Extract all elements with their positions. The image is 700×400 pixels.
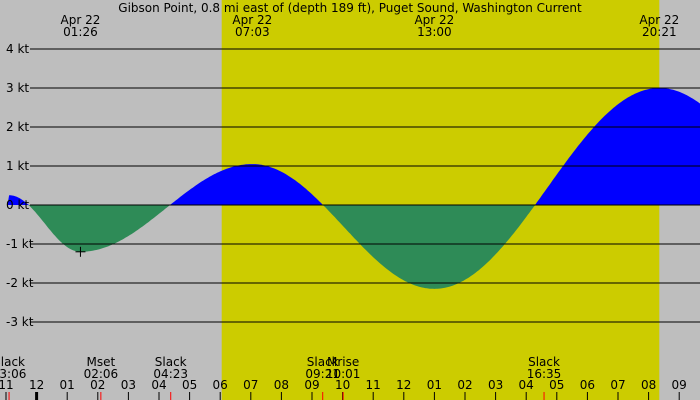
hour-tick-label: 05 [182, 378, 197, 392]
extreme-date-label: Apr 22 [414, 13, 454, 27]
grid-lines [30, 48, 700, 323]
hour-tick-label: 09 [672, 378, 687, 392]
event-name-label: Mrise [327, 355, 359, 369]
y-tick-label: 0 kt [6, 198, 29, 212]
extreme-date-label: Apr 22 [61, 13, 101, 27]
hour-tick-label: 02 [457, 378, 472, 392]
event-name-label: Slack [528, 355, 560, 369]
hour-tick-label: 01 [60, 378, 75, 392]
event-time-label: 04:23 [153, 367, 188, 381]
current-areas [0, 88, 700, 289]
hour-tick-label: 01 [427, 378, 442, 392]
hour-tick-label: 02 [90, 378, 105, 392]
hour-tick-label: 12 [29, 378, 44, 392]
y-tick-label: 3 kt [6, 81, 29, 95]
hour-tick-label: 11 [366, 378, 381, 392]
event-name-label: Mset [87, 355, 116, 369]
y-tick-label: -1 kt [6, 237, 34, 251]
hour-tick-label: 04 [519, 378, 534, 392]
hour-tick-label: 07 [610, 378, 625, 392]
hour-tick-label: 03 [488, 378, 503, 392]
hour-tick-label: 12 [396, 378, 411, 392]
event-time-label: 10:01 [326, 367, 361, 381]
y-tick-label: -3 kt [6, 315, 34, 329]
extreme-plus-marker [75, 246, 86, 257]
event-labels: Slack23:06Mset02:06Slack04:23Slack09:21M… [0, 355, 561, 381]
hour-tick-label: 06 [580, 378, 595, 392]
extreme-time-label: 20:21 [642, 25, 677, 39]
extreme-date-label: Apr 22 [639, 13, 679, 27]
extreme-time-label: 01:26 [63, 25, 98, 39]
extreme-date-label: Apr 22 [232, 13, 272, 27]
event-time-label: 23:06 [0, 367, 26, 381]
hour-tick-label: 11 [0, 378, 14, 392]
y-tick-label: 1 kt [6, 159, 29, 173]
event-name-label: Slack [0, 355, 25, 369]
y-tick-label: 4 kt [6, 42, 29, 56]
extreme-time-label: 07:03 [235, 25, 270, 39]
event-time-label: 16:35 [527, 367, 562, 381]
ebb-area [0, 205, 700, 289]
chart-title: Gibson Point, 0.8 mi east of (depth 189 … [118, 1, 582, 15]
event-time-label: 02:06 [84, 367, 119, 381]
hour-axis: 11 12 01 02 03 04 05 06 07 08 09 10 11 12 01 02 03 04 05 06… [0, 378, 687, 400]
event-time-label: 09:21 [305, 367, 340, 381]
hour-tick-label: 06 [213, 378, 228, 392]
extreme-markers [75, 246, 86, 257]
hour-tick-label: 08 [641, 378, 656, 392]
event-name-label: Slack [307, 355, 339, 369]
hour-tick-label: 10 [335, 378, 350, 392]
extreme-time-label: 13:00 [417, 25, 452, 39]
event-name-label: Slack [155, 355, 187, 369]
y-tick-label: 2 kt [6, 120, 29, 134]
hour-tick-label: 03 [121, 378, 136, 392]
y-axis-labels: 4 kt 3 kt 2 kt 1 kt 0 kt -1 kt -2 kt -3 kt [6, 42, 34, 329]
hour-tick-label: 09 [304, 378, 319, 392]
hour-tick-label: 08 [274, 378, 289, 392]
hour-tick-label: 04 [151, 378, 166, 392]
y-tick-label: -2 kt [6, 276, 34, 290]
hour-tick-label: 05 [549, 378, 564, 392]
flood-area [0, 88, 700, 205]
hour-tick-label: 07 [243, 378, 258, 392]
